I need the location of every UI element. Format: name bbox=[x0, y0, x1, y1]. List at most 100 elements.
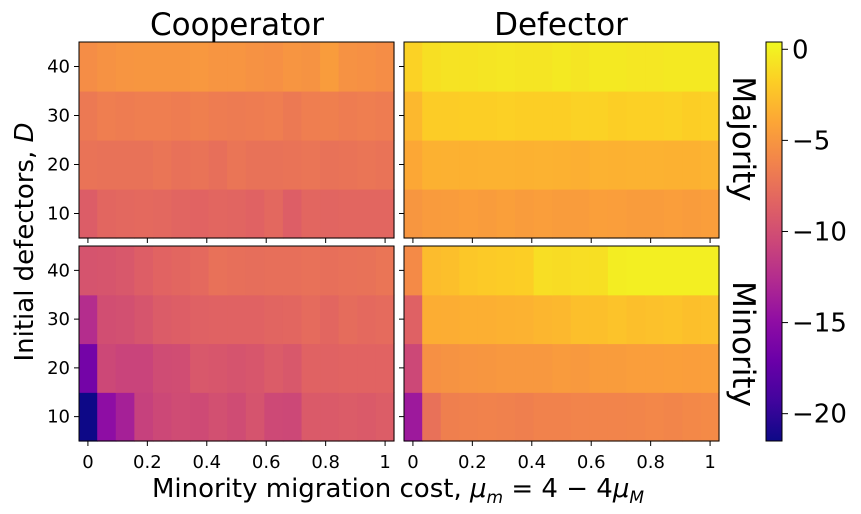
heatmap-cell bbox=[607, 392, 628, 442]
panel-frame bbox=[403, 245, 720, 442]
heatmap-cell bbox=[422, 91, 442, 141]
heatmap-cell bbox=[227, 246, 247, 296]
heatmap-cell bbox=[552, 246, 572, 296]
heatmap-cell bbox=[79, 189, 98, 239]
x-tick-label: 0.6 bbox=[252, 452, 281, 473]
y-tick-label: 30 bbox=[47, 309, 70, 330]
heatmap-cell bbox=[496, 91, 516, 141]
heatmap-cell bbox=[134, 246, 154, 296]
heatmap-cell bbox=[171, 91, 191, 141]
colorbar-tick-label: −10 bbox=[792, 217, 847, 247]
heatmap-cell bbox=[115, 42, 135, 92]
heatmap-cell bbox=[607, 294, 628, 345]
heatmap-cell bbox=[152, 91, 173, 141]
heatmap-cell bbox=[375, 42, 395, 92]
heatmap-cell bbox=[190, 189, 210, 239]
heatmap-cell bbox=[357, 42, 377, 92]
heatmap-cell bbox=[320, 392, 340, 442]
heatmap-cell bbox=[134, 91, 154, 141]
heatmap-cell bbox=[496, 140, 516, 190]
heatmap-cell bbox=[282, 392, 303, 442]
heatmap-cell bbox=[152, 189, 173, 239]
heatmap-cell bbox=[301, 343, 321, 393]
heatmap-cell bbox=[515, 294, 535, 345]
heatmap-cell bbox=[645, 189, 665, 239]
heatmap-cell bbox=[645, 42, 665, 92]
heatmap-cell bbox=[515, 246, 535, 296]
heatmap-cell bbox=[459, 189, 479, 239]
colorbar-ticks: 0 −5 −10 −15 −20 bbox=[782, 35, 847, 430]
heatmap-cell bbox=[264, 246, 284, 296]
heatmap-cell bbox=[134, 294, 154, 345]
heatmap-cell bbox=[682, 42, 702, 92]
heatmap-cell bbox=[626, 294, 646, 345]
heatmap-cell bbox=[152, 294, 173, 345]
heatmap-cell bbox=[301, 392, 321, 442]
heatmap-cell bbox=[404, 294, 423, 345]
heatmap-cell bbox=[357, 246, 377, 296]
heatmap-cell bbox=[404, 246, 423, 296]
heatmap-cell bbox=[626, 343, 646, 393]
heatmap-cell bbox=[338, 343, 358, 393]
heatmap-cell bbox=[700, 343, 720, 393]
heatmap-cell bbox=[190, 294, 210, 345]
y-tick-label: 10 bbox=[47, 204, 70, 225]
heatmap-cell bbox=[663, 42, 683, 92]
heatmap-cell bbox=[375, 343, 395, 393]
heatmap-cell bbox=[626, 140, 646, 190]
y-tick-label: 30 bbox=[47, 106, 70, 127]
y-tick-label: 40 bbox=[47, 260, 70, 281]
heatmap-cell bbox=[496, 294, 516, 345]
heatmap-cell bbox=[245, 343, 265, 393]
panel-defector-majority bbox=[399, 41, 720, 243]
heatmap-cell bbox=[459, 140, 479, 190]
heatmap-cell bbox=[357, 343, 377, 393]
heatmap-cell bbox=[79, 42, 98, 92]
x-axis-label-mu-M: μ bbox=[612, 474, 630, 504]
heatmap-cell bbox=[171, 189, 191, 239]
heatmap-cell bbox=[97, 42, 117, 92]
heatmap-cell bbox=[357, 294, 377, 345]
heatmap-cell bbox=[134, 189, 154, 239]
heatmap-cell bbox=[552, 42, 572, 92]
heatmap-cell bbox=[682, 343, 702, 393]
heatmap-cell bbox=[459, 343, 479, 393]
heatmap-cell bbox=[404, 42, 423, 92]
x-axis-label-sub-M: M bbox=[629, 488, 644, 508]
heatmap-cell bbox=[97, 91, 117, 141]
heatmap-cell bbox=[496, 343, 516, 393]
x-axis-label-eq: = 4 − 4 bbox=[503, 474, 613, 504]
heatmap-cell bbox=[208, 294, 228, 345]
x-axis-label-text: Minority migration cost, bbox=[152, 474, 470, 504]
heatmap-cell bbox=[97, 294, 117, 345]
heatmap-cell bbox=[404, 392, 423, 442]
heatmap-cell bbox=[570, 392, 590, 442]
colorbar-tick-label: −5 bbox=[792, 126, 830, 156]
heatmap-cell bbox=[282, 343, 303, 393]
heatmap-cell bbox=[496, 42, 516, 92]
heatmap-cell bbox=[338, 189, 358, 239]
heatmap-cell bbox=[152, 42, 173, 92]
heatmap-cell bbox=[700, 246, 720, 296]
heatmap-cell bbox=[515, 189, 535, 239]
heatmap-cell bbox=[115, 294, 135, 345]
heatmap-cell bbox=[227, 91, 247, 141]
heatmap-cell bbox=[440, 246, 460, 296]
heatmap-cell bbox=[375, 392, 395, 442]
heatmap-cell bbox=[282, 294, 303, 345]
heatmap-cell bbox=[264, 189, 284, 239]
heatmap-cell bbox=[645, 91, 665, 141]
heatmap-cell bbox=[496, 246, 516, 296]
heatmap-cell bbox=[152, 140, 173, 190]
heatmap-cell bbox=[264, 392, 284, 442]
panel-title-defector: Defector bbox=[494, 7, 628, 43]
heatmap-cell bbox=[440, 294, 460, 345]
heatmap-cell bbox=[607, 42, 628, 92]
heatmap-cell bbox=[496, 189, 516, 239]
heatmap-cell bbox=[533, 189, 553, 239]
heatmap-cell bbox=[515, 42, 535, 92]
heatmap-cell bbox=[245, 42, 265, 92]
heatmap-cell bbox=[152, 246, 173, 296]
heatmap-cell bbox=[607, 343, 628, 393]
heatmap-cell bbox=[515, 343, 535, 393]
